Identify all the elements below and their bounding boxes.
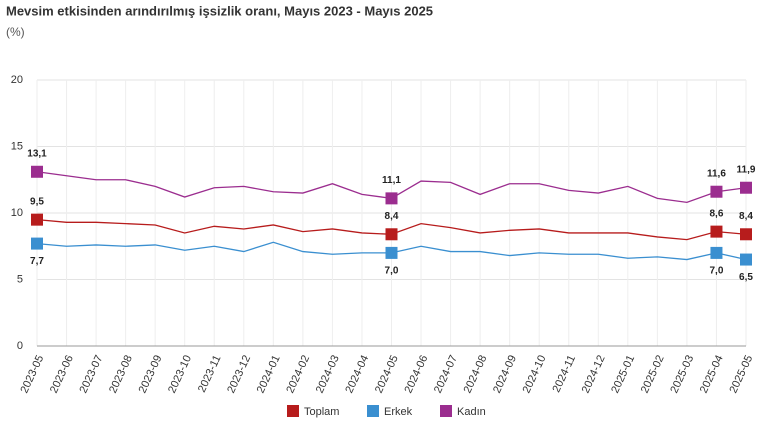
data-label: 8,4 — [385, 211, 399, 222]
data-label: 7,0 — [710, 266, 724, 277]
data-marker — [740, 228, 752, 241]
x-tick-label: 2025-03 — [668, 353, 696, 395]
data-marker — [740, 181, 752, 194]
x-tick-label: 2023-05 — [18, 353, 46, 395]
y-tick-label: 15 — [11, 140, 23, 152]
data-marker — [31, 213, 43, 226]
y-tick-label: 10 — [11, 207, 23, 219]
data-label: 11,1 — [382, 175, 401, 186]
data-marker — [385, 246, 398, 259]
chart-subtitle: (%) — [6, 25, 25, 39]
x-tick-label: 2025-01 — [609, 353, 637, 395]
x-tick-label: 2023-10 — [166, 353, 194, 395]
data-marker — [385, 192, 398, 205]
legend-label: Erkek — [384, 406, 413, 418]
x-tick-label: 2024-08 — [462, 353, 490, 395]
x-tick-label: 2024-09 — [491, 353, 519, 395]
legend-swatch — [440, 405, 452, 417]
y-tick-label: 5 — [17, 273, 23, 285]
x-tick-label: 2024-04 — [343, 353, 371, 395]
legend-label: Toplam — [304, 406, 339, 418]
legend-label: Kadın — [457, 406, 486, 418]
data-marker — [710, 225, 723, 238]
x-tick-label: 2024-05 — [373, 353, 401, 395]
data-marker — [710, 246, 723, 259]
y-tick-label: 0 — [17, 340, 23, 352]
x-tick-label: 2023-08 — [107, 353, 135, 395]
data-label: 13,1 — [27, 148, 47, 159]
data-label: 6,5 — [739, 272, 753, 283]
x-tick-label: 2023-09 — [137, 353, 165, 395]
data-marker — [740, 253, 752, 266]
data-label: 11,9 — [737, 164, 756, 175]
y-tick-label: 20 — [11, 74, 23, 86]
data-marker — [31, 237, 43, 250]
chart-title: Mevsim etkisinden arındırılmış işsizlik … — [6, 3, 433, 18]
data-label: 7,7 — [30, 256, 44, 267]
data-label: 7,0 — [385, 266, 399, 277]
data-marker — [710, 185, 723, 198]
x-tick-label: 2023-12 — [225, 353, 253, 395]
x-tick-label: 2025-04 — [698, 353, 726, 395]
x-tick-label: 2024-02 — [284, 353, 312, 395]
x-tick-label: 2024-07 — [432, 353, 460, 395]
data-label: 9,5 — [30, 196, 44, 207]
x-tick-label: 2025-05 — [727, 353, 755, 395]
x-tick-label: 2024-10 — [521, 353, 549, 395]
data-label: 11,6 — [707, 168, 726, 179]
x-tick-label: 2024-11 — [551, 353, 579, 394]
legend-swatch — [367, 405, 379, 417]
x-tick-label: 2024-03 — [314, 353, 342, 395]
data-marker — [31, 165, 43, 178]
data-label: 8,4 — [739, 211, 753, 222]
x-tick-label: 2023-07 — [77, 353, 105, 395]
data-marker — [385, 228, 398, 241]
data-label: 8,6 — [710, 208, 724, 219]
x-tick-label: 2023-06 — [48, 353, 76, 395]
legend-swatch — [287, 405, 299, 417]
x-tick-label: 2025-02 — [639, 353, 667, 395]
x-tick-label: 2024-06 — [402, 353, 430, 395]
x-tick-label: 2023-11 — [196, 353, 224, 394]
x-tick-label: 2024-01 — [255, 353, 283, 395]
x-tick-label: 2024-12 — [580, 353, 608, 395]
